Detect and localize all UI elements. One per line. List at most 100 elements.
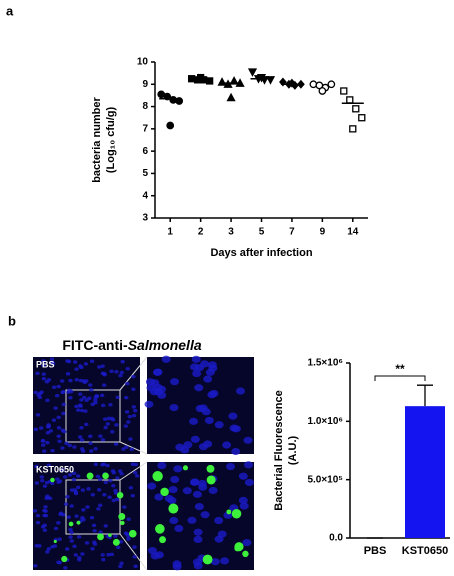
nucleus <box>172 563 182 571</box>
nucleus <box>126 420 131 424</box>
bacteria-signal <box>53 539 57 544</box>
nucleus <box>51 418 57 422</box>
x-tick-label: KST0650 <box>402 545 448 557</box>
nucleus <box>118 539 124 544</box>
nucleus <box>115 395 120 400</box>
nucleus <box>96 488 102 492</box>
point <box>169 96 178 104</box>
nucleus <box>57 439 62 443</box>
nucleus <box>193 562 203 570</box>
nucleus <box>203 375 213 383</box>
nucleus <box>93 446 98 451</box>
bacteria-signal <box>159 536 166 544</box>
zoom-line <box>119 356 148 391</box>
nucleus <box>49 357 55 361</box>
nucleus <box>123 531 129 536</box>
nucleus <box>72 544 77 549</box>
nucleus <box>95 474 101 479</box>
nucleus <box>125 381 130 386</box>
nucleus <box>66 515 71 519</box>
y-tick-label: 7 <box>142 123 148 134</box>
nucleus <box>75 474 81 478</box>
nucleus <box>134 474 140 478</box>
nucleus <box>192 369 202 378</box>
nucleus <box>67 388 72 392</box>
nucleus <box>168 486 178 494</box>
nucleus <box>60 428 66 433</box>
nucleus <box>164 494 174 503</box>
y-tick-label: 5.0×10⁵ <box>307 474 343 485</box>
bacteria-signal <box>234 542 244 552</box>
nucleus <box>35 513 41 518</box>
nucleus <box>192 490 202 498</box>
nucleus <box>194 384 204 392</box>
nucleus <box>157 461 167 470</box>
error-bar <box>417 384 433 407</box>
nucleus <box>73 490 79 494</box>
nucleus <box>69 488 75 492</box>
nucleus <box>75 408 81 412</box>
y-tick-label: 9 <box>142 79 148 90</box>
bacteria-signal <box>160 487 169 497</box>
panel-label: a <box>6 3 14 18</box>
nucleus <box>144 400 154 408</box>
nucleus <box>174 524 184 533</box>
bacteria-signal <box>116 491 124 499</box>
nucleus <box>100 364 105 368</box>
nucleus <box>170 475 180 484</box>
nucleus <box>89 387 94 392</box>
nucleus <box>41 372 46 376</box>
nucleus <box>68 396 73 400</box>
nucleus <box>72 360 78 364</box>
point <box>163 92 172 101</box>
nucleus <box>133 462 139 467</box>
nucleus <box>207 361 217 369</box>
nucleus <box>79 438 85 442</box>
nucleus <box>122 505 127 509</box>
zoom-line <box>119 441 148 455</box>
nucleus <box>69 504 74 508</box>
nucleus <box>73 553 79 557</box>
y-tick-label: 5 <box>142 168 148 179</box>
bacteria-signal <box>112 538 120 546</box>
nucleus <box>42 513 47 518</box>
point <box>327 80 336 89</box>
nucleus <box>121 447 126 451</box>
nucleus <box>55 477 60 481</box>
nucleus <box>46 463 51 468</box>
bacteria-signal <box>152 471 163 482</box>
nucleus <box>231 425 241 433</box>
y-axis-label: Bacterial Fluorescence <box>273 390 285 510</box>
nucleus <box>114 369 119 374</box>
nucleus <box>131 413 137 418</box>
x-tick-label: 7 <box>289 227 295 238</box>
nucleus <box>81 508 86 512</box>
nucleus <box>53 406 58 410</box>
nucleus <box>197 479 207 488</box>
nucleus <box>72 445 77 449</box>
nucleus <box>54 393 60 398</box>
nucleus <box>79 398 84 402</box>
image <box>33 357 140 454</box>
nucleus <box>97 477 103 481</box>
nucleus <box>94 394 99 398</box>
y-axis-label: (Log₁₀ cfu/g) <box>105 107 117 174</box>
nucleus <box>108 403 113 407</box>
nucleus <box>103 425 108 430</box>
nucleus <box>113 491 119 495</box>
nucleus <box>198 443 208 451</box>
nucleus <box>59 379 65 383</box>
nucleus <box>100 553 105 557</box>
nucleus <box>43 505 48 509</box>
nucleus <box>209 389 219 398</box>
nucleus <box>106 416 112 421</box>
nucleus <box>56 426 62 430</box>
nucleus <box>175 443 185 451</box>
nucleus <box>123 424 129 428</box>
bacteria-signal <box>206 475 216 485</box>
nucleus <box>69 539 75 543</box>
nucleus <box>53 526 59 531</box>
nucleus <box>46 547 51 551</box>
nucleus <box>48 429 54 433</box>
micrographs <box>32 355 254 571</box>
